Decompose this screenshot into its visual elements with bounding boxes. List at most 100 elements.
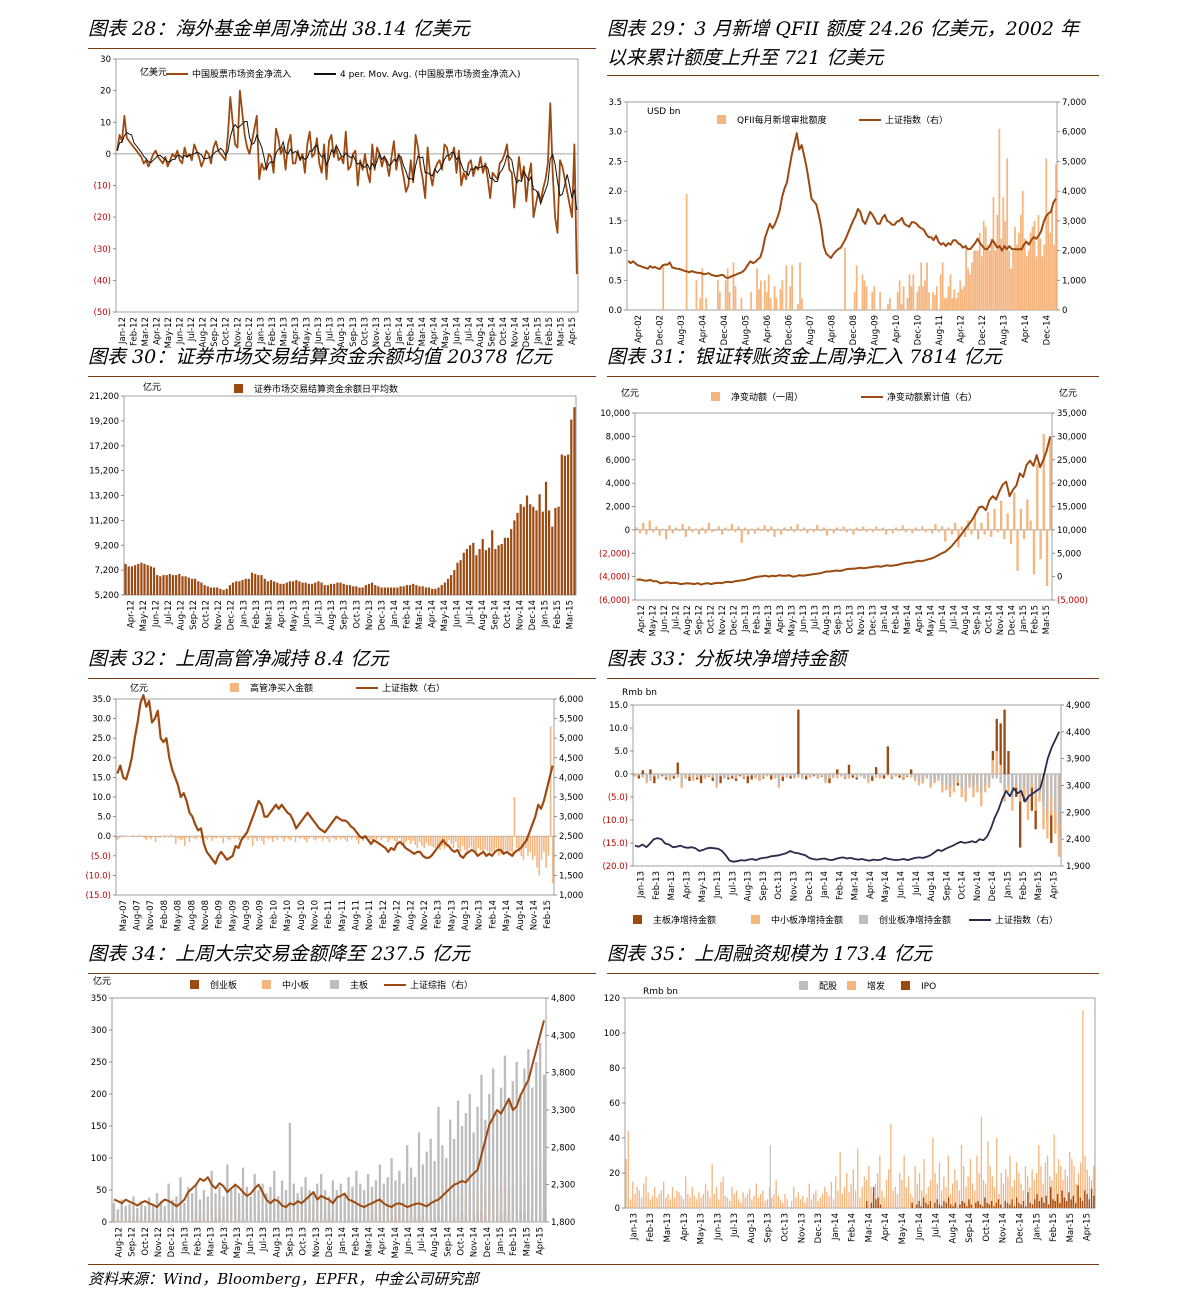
- bar-0: [335, 836, 337, 841]
- bar-0: [996, 529, 999, 533]
- bar-0: [1003, 529, 1006, 540]
- y-right-tick-label: 10,000: [1057, 526, 1087, 536]
- x-tick-label: Jan-14: [395, 317, 405, 345]
- source-footnote: 资料来源：Wind，Bloomberg，EPFR，中金公司研究部: [88, 1270, 479, 1288]
- bar-0: [424, 587, 428, 595]
- bar-0: [1023, 238, 1026, 310]
- y-right-tick-label: 20,000: [1057, 479, 1087, 489]
- bar-1: [742, 1192, 744, 1209]
- bar-0: [1012, 250, 1014, 310]
- y-tick-label: 15.0: [92, 773, 111, 783]
- bar-0: [301, 836, 304, 838]
- bar-0: [211, 836, 213, 841]
- x-tick-label: Mar-15: [566, 600, 576, 629]
- bar-0: [775, 298, 778, 310]
- legend-label: 上证指数（右）: [382, 682, 445, 694]
- x-tick-label: Jun-12: [151, 600, 161, 628]
- x-tick-label: Mar-15: [1034, 871, 1044, 900]
- bar-1: [627, 1131, 629, 1208]
- bar-1: [649, 1199, 652, 1209]
- bar-0: [791, 265, 794, 310]
- x-tick-label: Jan-12: [118, 317, 128, 345]
- bar-2: [179, 1177, 182, 1222]
- bar-1: [1000, 1173, 1002, 1208]
- x-tick-label: Nov-14: [529, 900, 539, 930]
- bar-2: [366, 1174, 370, 1222]
- bar-1: [848, 1192, 850, 1209]
- series-line-3: [634, 731, 1060, 863]
- bar-0: [184, 836, 186, 846]
- y-right-tick-label: 5,000: [559, 734, 583, 744]
- x-tick-label: Aug-14: [961, 605, 971, 635]
- chart-title: 图表 29：3 月新增 QFII 额度 24.26 亿美元，2002 年 以来累…: [607, 15, 1099, 76]
- bar-2: [947, 1197, 950, 1208]
- bar-1: [1013, 1180, 1016, 1208]
- bar-2: [680, 774, 683, 784]
- bar-2: [692, 774, 695, 779]
- x-tick-label: Dec-12: [729, 605, 739, 635]
- bar-0: [951, 298, 954, 310]
- bar-2: [1026, 774, 1030, 802]
- bar-0: [977, 529, 980, 540]
- bar-0: [407, 836, 410, 841]
- bar-2: [241, 1167, 245, 1222]
- y-tick-label: 0.0: [97, 832, 111, 842]
- bar-0: [538, 494, 541, 595]
- bar-2: [812, 774, 816, 775]
- y-tick-label: 20: [100, 87, 111, 97]
- bar-0: [651, 529, 655, 533]
- bar-0: [317, 836, 319, 838]
- bar-0: [317, 581, 320, 595]
- bar-0: [911, 529, 914, 534]
- bar-2: [292, 1183, 295, 1222]
- bar-0: [321, 836, 324, 841]
- x-tick-label: Jul-14: [417, 1227, 427, 1252]
- bar-0: [544, 481, 548, 595]
- bar-0: [272, 836, 274, 843]
- bar-0: [1043, 244, 1046, 310]
- bar-0: [188, 836, 191, 843]
- bar-0: [1029, 232, 1032, 310]
- bar-0: [914, 527, 917, 530]
- bar-0: [190, 836, 193, 838]
- bar-0: [758, 289, 760, 310]
- bar-0: [281, 836, 283, 839]
- bar-0: [455, 836, 457, 843]
- bar-1: [1075, 1183, 1077, 1208]
- bar-0: [1020, 214, 1022, 310]
- bar-0: [842, 526, 845, 530]
- bar-1: [658, 1194, 660, 1208]
- bar-1: [766, 1199, 769, 1209]
- bar-0: [251, 836, 254, 846]
- y-right-tick-label: 2,000: [1062, 247, 1086, 257]
- bar-0: [1047, 214, 1050, 310]
- bar-0: [955, 298, 958, 310]
- bar-1: [640, 1197, 643, 1208]
- bar-0: [522, 506, 525, 595]
- bar-1: [857, 1148, 859, 1208]
- bar-0: [724, 527, 727, 530]
- bar-2: [312, 1193, 315, 1222]
- bar-0: [345, 585, 348, 595]
- bar-0: [945, 298, 948, 310]
- bar-2: [269, 1186, 272, 1222]
- x-tick-label: Aug-14: [430, 1227, 440, 1257]
- bar-1: [654, 1187, 656, 1208]
- bar-0: [279, 583, 282, 595]
- y-right-tick-label: 5,000: [1057, 549, 1081, 559]
- bar-1: [680, 1195, 682, 1209]
- bar-0: [990, 238, 993, 310]
- bar-0: [852, 529, 855, 535]
- bar-1: [764, 1201, 766, 1208]
- y-tick-label: 2.5: [608, 157, 622, 167]
- bar-2: [801, 774, 804, 777]
- x-tick-label: Feb-14: [407, 317, 417, 346]
- bar-0: [385, 836, 387, 838]
- bar-2: [723, 774, 726, 777]
- legend-swatch: [330, 980, 339, 989]
- bar-0: [470, 836, 473, 848]
- bar-0: [228, 585, 232, 595]
- bar-0: [254, 836, 256, 839]
- bar-0: [855, 265, 858, 310]
- x-tick-label: Dec-12: [978, 315, 988, 345]
